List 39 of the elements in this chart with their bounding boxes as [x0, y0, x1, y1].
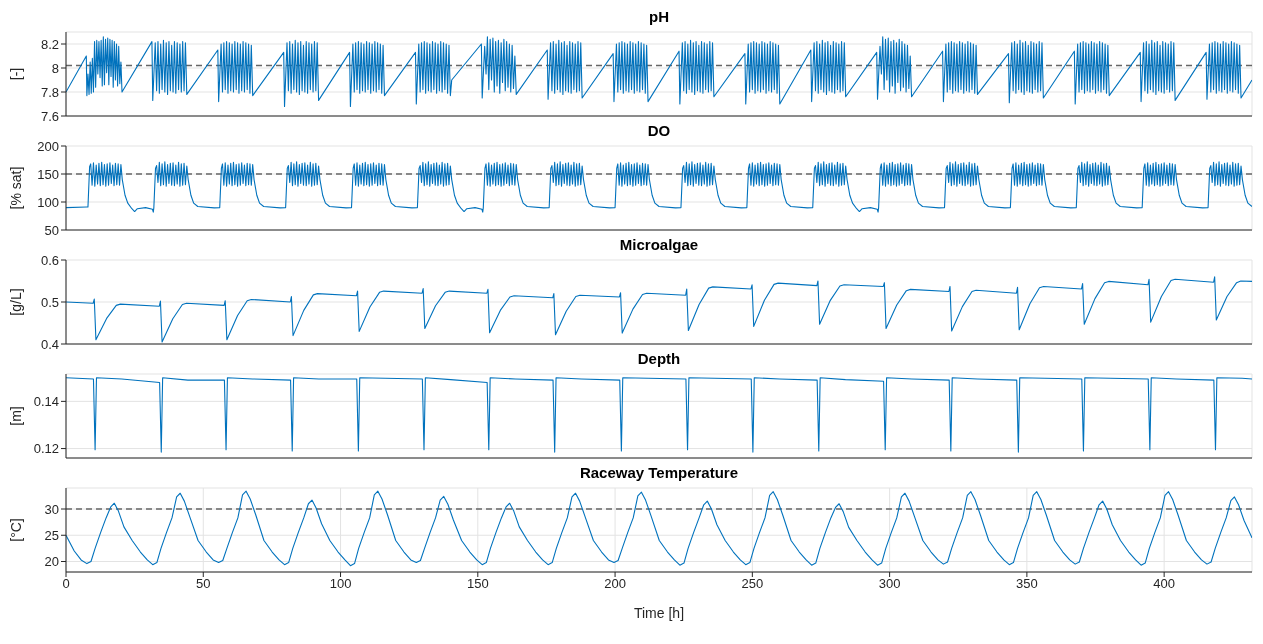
y-axis-title: [°C]: [7, 518, 24, 542]
line-series: [66, 377, 1252, 453]
y-tick-label: 0.6: [40, 252, 59, 268]
x-tick-label: 300: [878, 576, 901, 592]
y-tick-label: 100: [37, 194, 59, 210]
x-tick-label: 250: [741, 576, 764, 592]
y-tick-label: 7.8: [40, 84, 59, 100]
chart-title: pH: [648, 8, 670, 26]
y-tick-label: 0.14: [33, 393, 59, 409]
y-axis-title: [-]: [7, 67, 24, 81]
y-axis-title: [g/L]: [7, 288, 24, 316]
x-tick-label: 50: [196, 576, 211, 592]
y-tick-label: 0.4: [40, 336, 59, 352]
y-tick-label: 0.12: [33, 441, 59, 457]
x-tick-label: 350: [1016, 576, 1038, 592]
x-tick-label: 150: [466, 576, 489, 592]
y-axis-title: [m]: [7, 406, 24, 426]
x-tick-label: 200: [604, 576, 626, 592]
x-tick-label: 0: [62, 576, 70, 592]
y-tick-label: 25: [44, 527, 59, 543]
y-tick-label: 150: [37, 166, 59, 182]
chart-title: Depth: [636, 350, 682, 368]
y-axis-title: [% sat]: [7, 166, 24, 210]
x-tick-label: 100: [329, 576, 352, 592]
line-series: [66, 36, 1252, 107]
y-tick-label: 20: [44, 554, 59, 570]
y-tick-label: 0.5: [40, 294, 59, 310]
y-tick-label: 7.6: [40, 108, 59, 124]
chart-title: Raceway Temperature: [578, 464, 740, 482]
x-tick-label: 400: [1153, 576, 1175, 592]
chart-title: Microalgae: [618, 236, 700, 254]
y-tick-label: 8.2: [40, 36, 59, 52]
chart-title: DO: [646, 122, 672, 140]
y-tick-label: 8: [51, 60, 59, 76]
y-tick-label: 30: [44, 501, 59, 517]
y-tick-label: 200: [37, 138, 59, 154]
y-tick-label: 50: [44, 222, 59, 238]
x-axis-title: Time [h]: [633, 605, 685, 621]
line-series: [66, 161, 1252, 213]
